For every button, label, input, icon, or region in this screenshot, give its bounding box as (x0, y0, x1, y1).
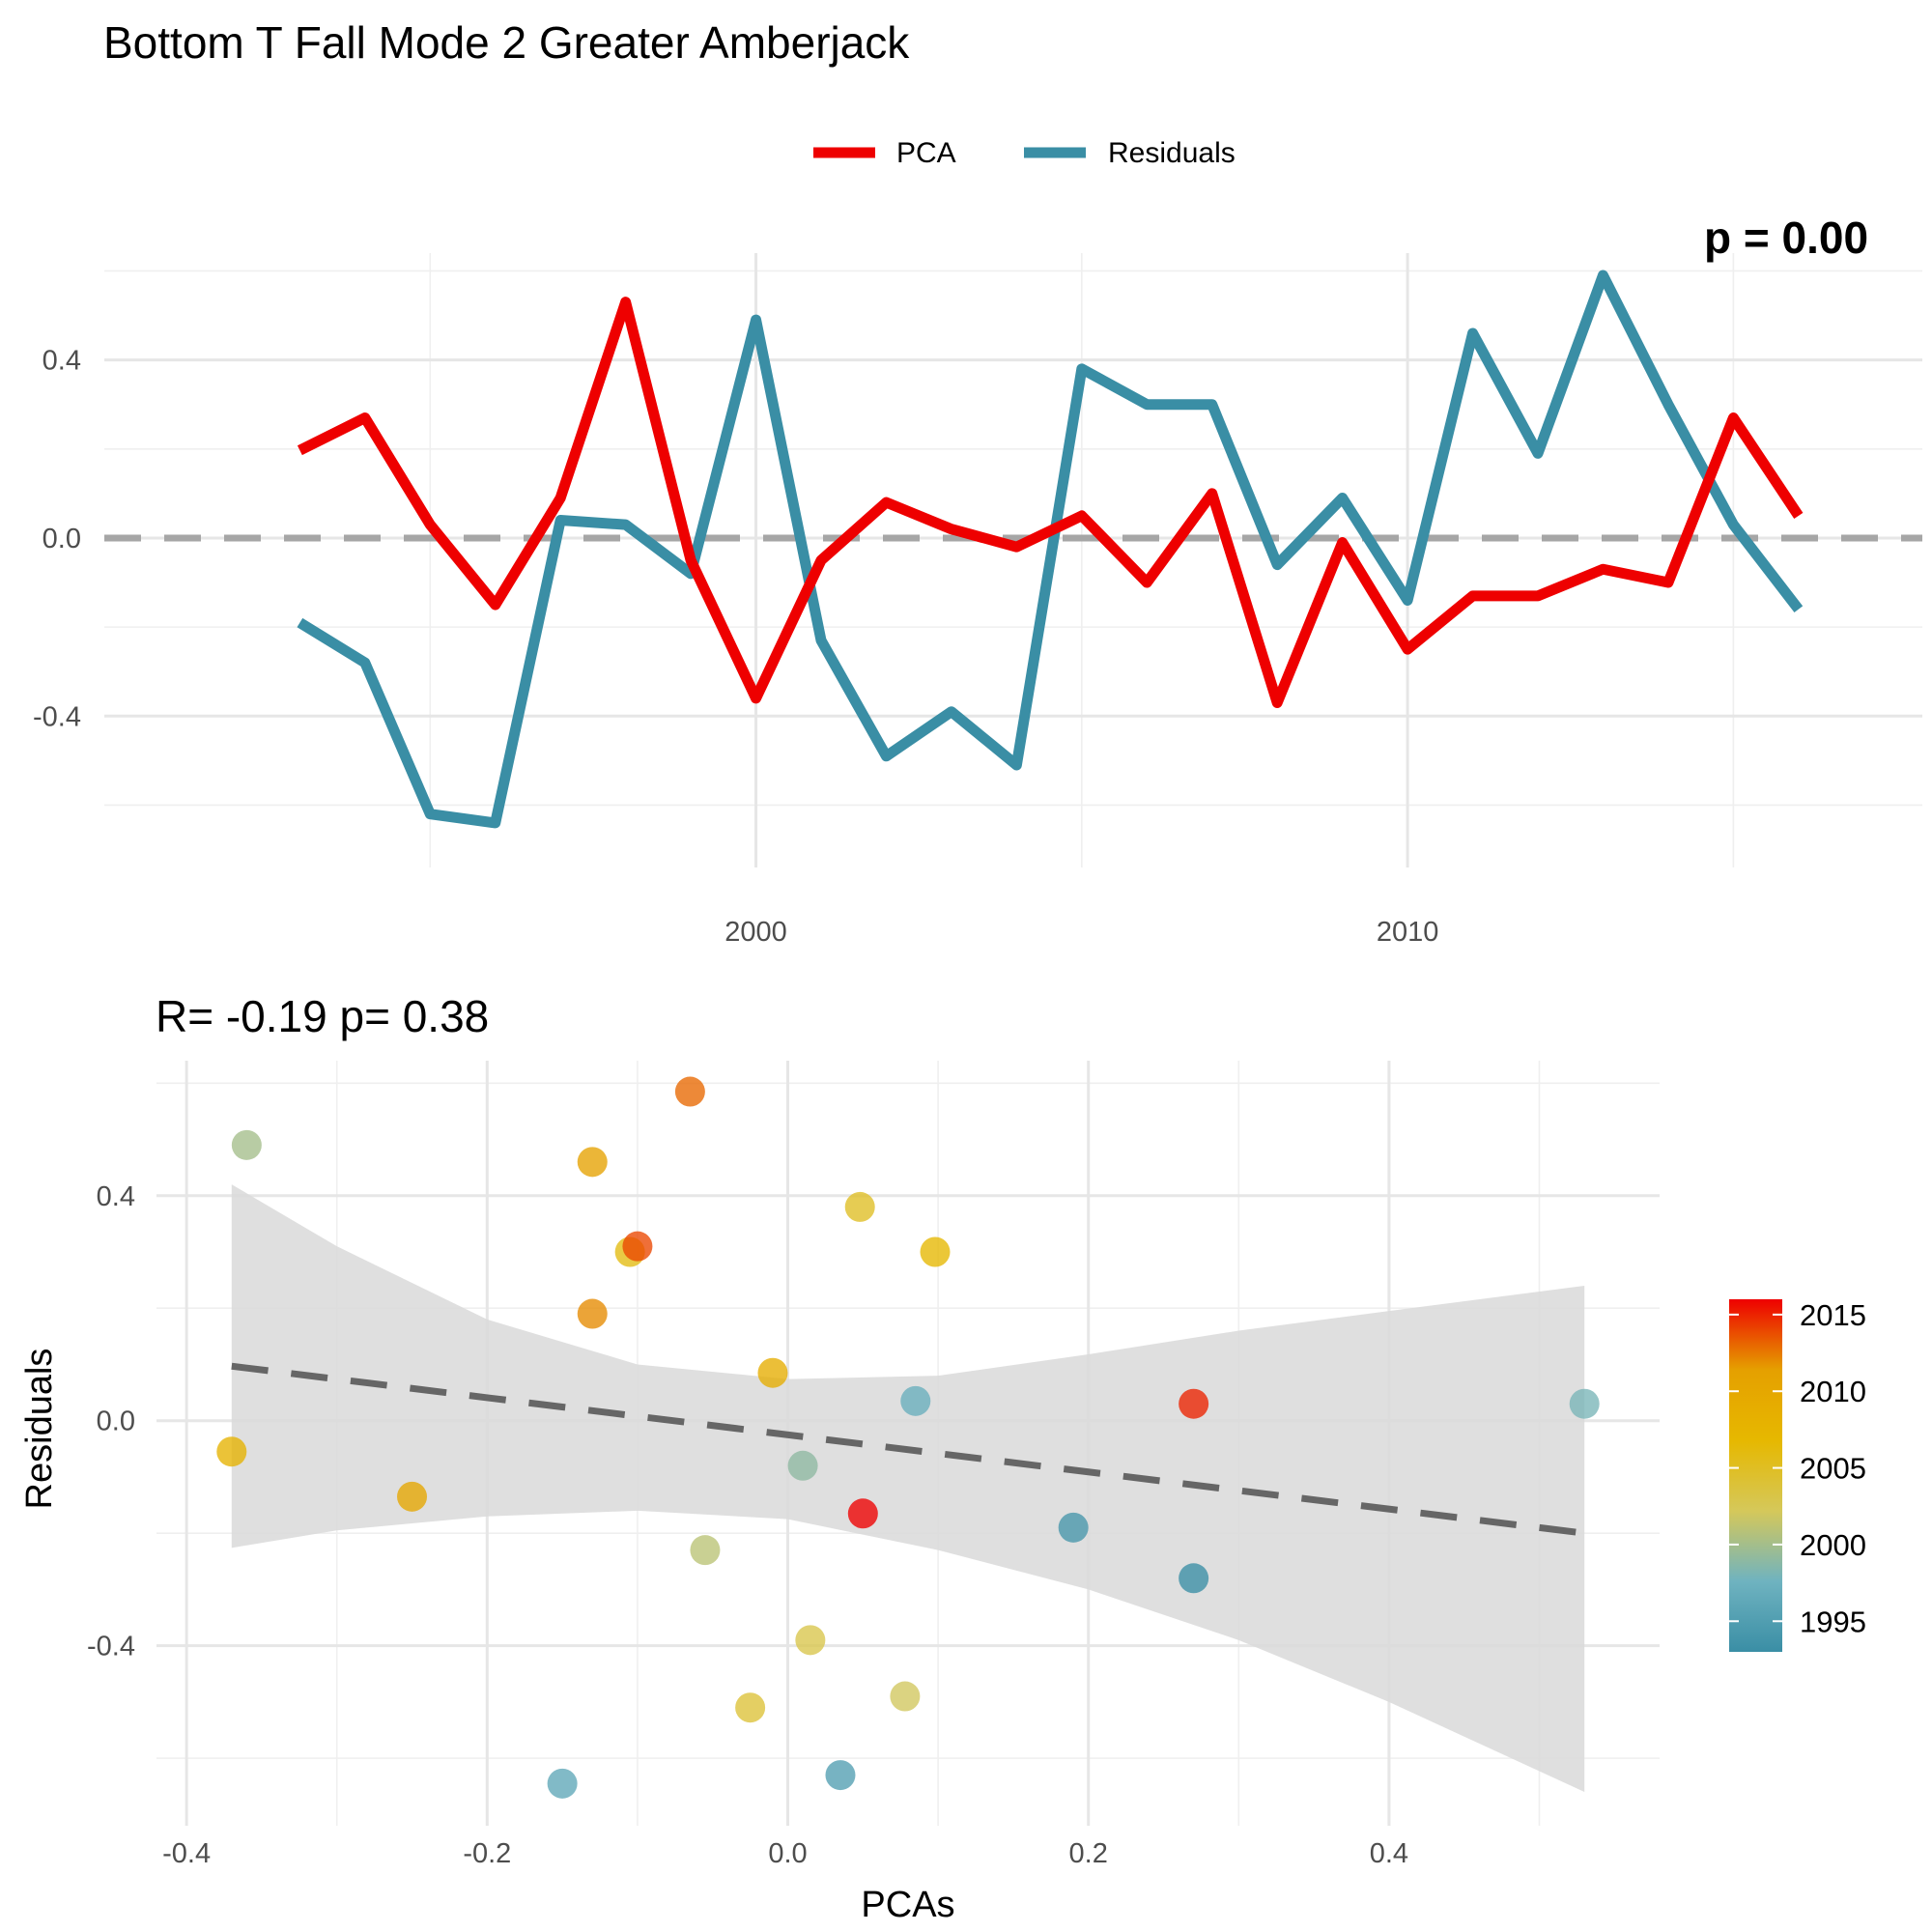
colorbar: 1995 2000 2005 2010 2015 (1729, 1298, 1866, 1652)
legend-label-pca: PCA (896, 137, 956, 169)
x-tick-label: -0.4 (162, 1838, 211, 1869)
scatter-point (577, 1298, 608, 1329)
x-tick-label: 0.2 (1069, 1838, 1108, 1869)
colorbar-gradient (1729, 1299, 1782, 1652)
x-axis-title: PCAs (861, 1885, 954, 1925)
x-tick-label: 2010 (1377, 917, 1439, 948)
overlap-fragment: p = 0.00 (1704, 213, 1868, 263)
scatter-point (787, 1450, 818, 1481)
scatter-point (577, 1147, 608, 1178)
scatter-point (1569, 1388, 1600, 1419)
colorbar-tick-label: 2000 (1800, 1528, 1866, 1562)
scatter-point (1179, 1388, 1209, 1419)
legend: PCA Residuals (813, 137, 1236, 169)
scatter-point (757, 1357, 788, 1388)
x-tick-label: 0.4 (1370, 1838, 1408, 1869)
scatter-point (920, 1236, 951, 1267)
scatter-point (547, 1768, 578, 1799)
colorbar-ticks: 1995 2000 2005 2010 2015 (1729, 1298, 1866, 1638)
y-tick-label: 0.4 (97, 1181, 135, 1212)
y-tick-label: 0.0 (43, 524, 81, 554)
scatter-y-axis: -0.4 0.0 0.4 (87, 1181, 135, 1662)
timeseries-panel: -0.4 0.0 0.4 2000 2010 p = 0.00 (33, 213, 1922, 948)
colorbar-tick-label: 1995 (1800, 1605, 1866, 1638)
scatter-point (1179, 1563, 1209, 1594)
scatter-point (825, 1760, 856, 1791)
series-line-pca (297, 297, 1804, 708)
y-tick-label: 0.4 (43, 346, 81, 377)
scatter-point (795, 1625, 826, 1656)
scatter-x-axis: -0.4 -0.2 0.0 0.2 0.4 (162, 1838, 1408, 1869)
scatter-point (216, 1436, 247, 1467)
scatter-point (844, 1191, 875, 1222)
scatter-point (397, 1481, 428, 1512)
scatter-point (890, 1681, 921, 1712)
x-tick-label: 0.0 (768, 1838, 807, 1869)
timeseries-grid (104, 253, 1922, 867)
scatter-point (674, 1076, 705, 1107)
y-tick-label: 0.0 (97, 1406, 135, 1437)
scatter-panel: R= -0.19 p= 0.38 -0.4 0.0 0.4 -0.4 -0.2 0.0 0… (19, 991, 1660, 1925)
regression-line (231, 1362, 1585, 1537)
confidence-band (231, 1184, 1585, 1793)
x-tick-label: -0.2 (463, 1838, 511, 1869)
scatter-point (622, 1231, 653, 1262)
timeseries-series (297, 270, 1804, 829)
legend-label-residuals: Residuals (1108, 137, 1236, 169)
scatter-point (690, 1535, 721, 1566)
scatter-points (216, 1076, 1600, 1799)
figure-title: Bottom T Fall Mode 2 Greater Amberjack (103, 17, 910, 68)
timeseries-y-axis: -0.4 0.0 0.4 (33, 346, 81, 733)
scatter-point (735, 1692, 766, 1723)
y-tick-label: -0.4 (87, 1632, 135, 1662)
x-tick-label: 2000 (724, 917, 787, 948)
timeseries-x-axis: 2000 2010 (724, 917, 1438, 948)
scatter-point (1058, 1512, 1089, 1543)
y-tick-label: -0.4 (33, 701, 81, 732)
scatter-title: R= -0.19 p= 0.38 (156, 991, 489, 1041)
scatter-point (847, 1498, 878, 1529)
colorbar-tick-label: 2010 (1800, 1375, 1866, 1408)
colorbar-tick-label: 2005 (1800, 1452, 1866, 1486)
colorbar-tick-label: 2015 (1800, 1298, 1866, 1332)
series-line-residuals (297, 270, 1804, 829)
y-axis-title: Residuals (19, 1349, 60, 1510)
scatter-point (231, 1129, 262, 1160)
scatter-point (900, 1385, 931, 1416)
